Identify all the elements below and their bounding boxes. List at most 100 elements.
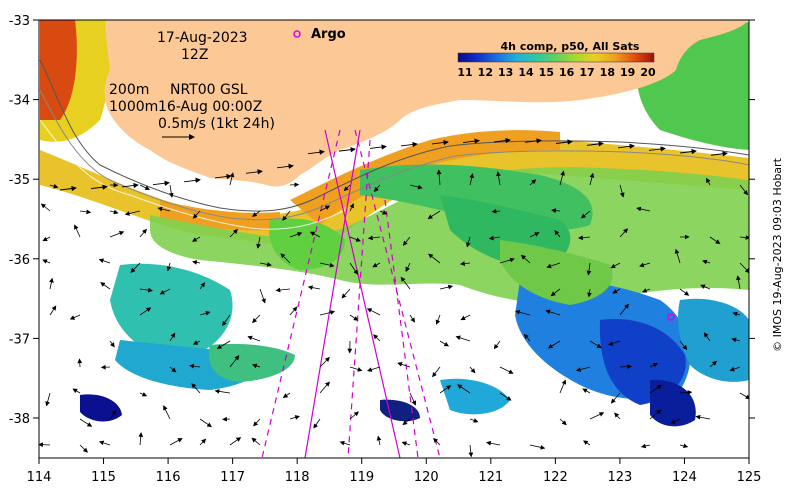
current-vector — [493, 340, 501, 350]
current-vector — [608, 340, 621, 346]
current-vector — [469, 366, 476, 374]
current-vector — [636, 206, 651, 212]
current-vector — [499, 392, 512, 401]
model-label: NRT00 GSL — [170, 82, 248, 98]
current-vector — [139, 307, 152, 316]
current-vector — [192, 210, 201, 219]
map-area — [39, 20, 749, 458]
current-vector — [229, 355, 240, 368]
current-vector — [339, 440, 351, 446]
current-vector — [486, 440, 501, 446]
current-vector — [307, 149, 325, 155]
current-vector — [79, 209, 92, 215]
x-tick-label: 123 — [607, 470, 632, 485]
vector-scale-label: 0.5m/s (1kt 24h) — [158, 116, 275, 132]
current-vector — [468, 444, 474, 458]
current-vector — [679, 390, 693, 395]
current-vector — [710, 151, 728, 157]
current-vector — [45, 392, 51, 407]
plot-frame — [38, 19, 750, 459]
current-vector — [199, 438, 207, 446]
current-vector — [169, 366, 177, 373]
current-vector — [338, 147, 356, 153]
current-vector — [229, 437, 242, 446]
current-vector — [491, 208, 501, 214]
current-vector — [679, 288, 690, 296]
current-vector — [343, 184, 351, 192]
argo-float-marker — [293, 30, 301, 38]
depth-label-200m: 200m — [109, 82, 149, 98]
current-vector — [245, 169, 263, 175]
current-vector — [529, 179, 537, 186]
current-vector — [640, 443, 651, 449]
colorbar — [457, 52, 655, 63]
current-vector — [674, 248, 681, 264]
x-tick-label: 116 — [156, 470, 181, 485]
sst-field — [40, 20, 749, 427]
current-vector — [367, 366, 381, 372]
current-vector — [313, 418, 321, 429]
current-vector — [499, 366, 514, 374]
x-tick-label: 121 — [478, 470, 503, 485]
current-vector — [709, 236, 721, 245]
current-vector — [436, 169, 442, 186]
current-vector — [289, 415, 300, 420]
current-vector — [496, 171, 501, 186]
current-vector — [59, 185, 77, 192]
colorbar-tick-label: 16 — [559, 66, 575, 79]
current-vector — [493, 137, 511, 144]
current-vector — [192, 260, 201, 265]
current-vector — [259, 262, 272, 267]
x-tick-label: 122 — [543, 470, 568, 485]
current-vector — [402, 418, 411, 426]
colorbar-tick-label: 11 — [457, 66, 472, 79]
current-vector — [619, 228, 629, 238]
current-vector — [732, 311, 741, 317]
current-vector — [405, 262, 411, 273]
current-vector — [736, 275, 741, 290]
contour-200m — [39, 59, 749, 212]
x-tick-label: 118 — [285, 470, 310, 485]
x-tick-label: 124 — [672, 470, 697, 485]
current-vector — [74, 224, 81, 238]
current-vector — [402, 236, 411, 246]
current-vector — [614, 412, 621, 420]
current-vector — [649, 384, 663, 394]
x-tick-label: 125 — [737, 470, 762, 485]
current-vector — [619, 364, 633, 370]
current-vector — [550, 288, 561, 297]
current-vector — [166, 262, 172, 272]
current-vector — [222, 314, 231, 327]
current-vector — [252, 314, 261, 324]
current-vector — [587, 288, 592, 298]
current-vector — [341, 288, 351, 299]
current-vectors — [39, 137, 749, 458]
current-vector — [42, 259, 51, 264]
current-vector — [427, 210, 441, 220]
colorbar-tick-label: 12 — [478, 66, 493, 79]
current-vector — [580, 210, 591, 219]
current-vector — [514, 309, 531, 316]
current-vector — [183, 177, 201, 184]
current-vector — [49, 277, 54, 290]
current-vector — [439, 284, 454, 290]
current-vector — [700, 284, 711, 290]
current-vector — [589, 340, 602, 349]
current-vector — [695, 414, 711, 420]
current-vector — [276, 163, 294, 170]
current-vector — [289, 231, 303, 238]
current-vector — [39, 442, 51, 448]
current-vector — [529, 444, 546, 450]
current-vector — [189, 363, 201, 369]
current-vector — [559, 418, 567, 426]
current-vector — [679, 443, 689, 449]
current-vector — [309, 231, 321, 238]
current-vector — [582, 388, 591, 394]
current-vector — [152, 180, 170, 186]
current-vector — [433, 437, 441, 446]
current-vector — [469, 418, 479, 423]
current-vector — [457, 384, 471, 394]
current-vector — [619, 184, 625, 198]
current-vector — [79, 418, 93, 427]
satellite-tracks — [261, 129, 441, 458]
